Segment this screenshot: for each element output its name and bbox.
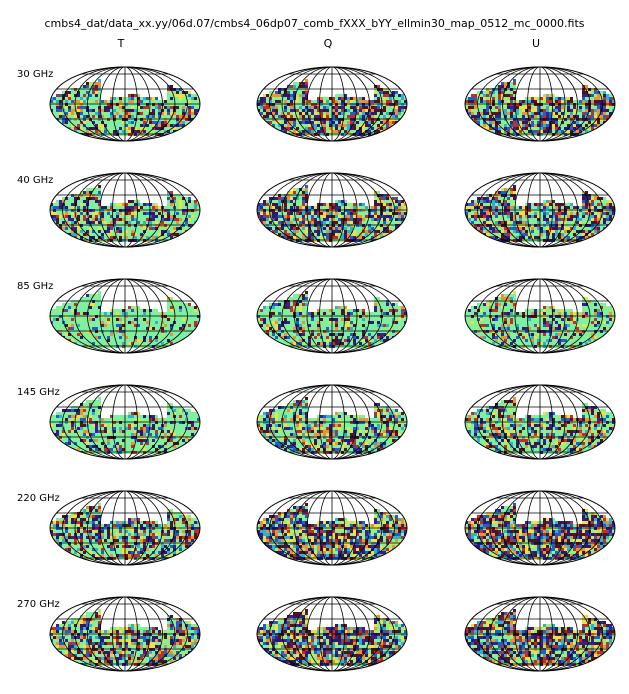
graticule: [50, 490, 200, 566]
sky-map-40ghz-u: [464, 172, 616, 248]
map-outline: [256, 278, 408, 354]
map-outline: [49, 172, 201, 248]
map-outline: [464, 278, 616, 354]
sky-map-85ghz-t: [49, 278, 201, 354]
sky-map-40ghz-t: [49, 172, 201, 248]
column-header-t: T: [117, 37, 125, 50]
sky-map-30ghz-t: [49, 66, 201, 142]
sky-map-145ghz-t: [49, 384, 201, 460]
sky-map-pixels: [50, 79, 200, 136]
graticule: [50, 172, 200, 248]
graticule: [257, 278, 407, 354]
map-outline: [464, 66, 616, 142]
graticule: [257, 384, 407, 460]
graticule: [50, 66, 200, 142]
map-outline: [464, 490, 616, 566]
sky-map-85ghz-u: [464, 278, 616, 354]
graticule: [257, 66, 407, 142]
graticule: [50, 278, 200, 354]
sky-map-pixels: [257, 609, 407, 666]
map-outline: [464, 384, 616, 460]
map-outline: [256, 172, 408, 248]
sky-map-40ghz-q: [256, 172, 408, 248]
sky-map-pixels: [257, 503, 407, 560]
graticule: [50, 384, 200, 460]
map-outline: [49, 384, 201, 460]
map-outline: [49, 66, 201, 142]
sky-map-145ghz-q: [256, 384, 408, 460]
graticule: [50, 596, 200, 672]
row-label-40ghz: 40 GHz: [17, 175, 54, 186]
figure-title: cmbs4_dat/data_xx.yy/06d.07/cmbs4_06dp07…: [44, 17, 585, 30]
sky-map-pixels: [465, 503, 615, 560]
row-label-30ghz: 30 GHz: [17, 69, 54, 80]
map-outline: [256, 490, 408, 566]
graticule: [465, 490, 615, 566]
map-outline: [464, 596, 616, 672]
map-outline: [464, 172, 616, 248]
map-outline: [49, 596, 201, 672]
sky-map-270ghz-q: [256, 596, 408, 672]
graticule: [465, 384, 615, 460]
map-outline: [256, 66, 408, 142]
sky-map-270ghz-u: [464, 596, 616, 672]
graticule: [465, 66, 615, 142]
graticule: [465, 278, 615, 354]
graticule: [257, 596, 407, 672]
row-label-220ghz: 220 GHz: [17, 493, 60, 504]
row-label-270ghz: 270 GHz: [17, 599, 60, 610]
sky-map-85ghz-q: [256, 278, 408, 354]
row-label-145ghz: 145 GHz: [17, 387, 60, 398]
sky-map-pixels: [465, 609, 615, 666]
graticule: [465, 596, 615, 672]
graticule: [465, 172, 615, 248]
column-header-q: Q: [323, 37, 333, 50]
sky-map-pixels: [465, 185, 615, 242]
sky-map-220ghz-q: [256, 490, 408, 566]
sky-map-220ghz-t: [49, 490, 201, 566]
map-outline: [256, 596, 408, 672]
sky-map-30ghz-u: [464, 66, 616, 142]
map-outline: [256, 384, 408, 460]
sky-map-220ghz-u: [464, 490, 616, 566]
graticule: [257, 172, 407, 248]
sky-map-270ghz-t: [49, 596, 201, 672]
sky-map-30ghz-q: [256, 66, 408, 142]
column-header-u: U: [531, 37, 541, 50]
map-outline: [49, 278, 201, 354]
sky-map-145ghz-u: [464, 384, 616, 460]
graticule: [257, 490, 407, 566]
row-label-85ghz: 85 GHz: [17, 281, 54, 292]
map-outline: [49, 490, 201, 566]
